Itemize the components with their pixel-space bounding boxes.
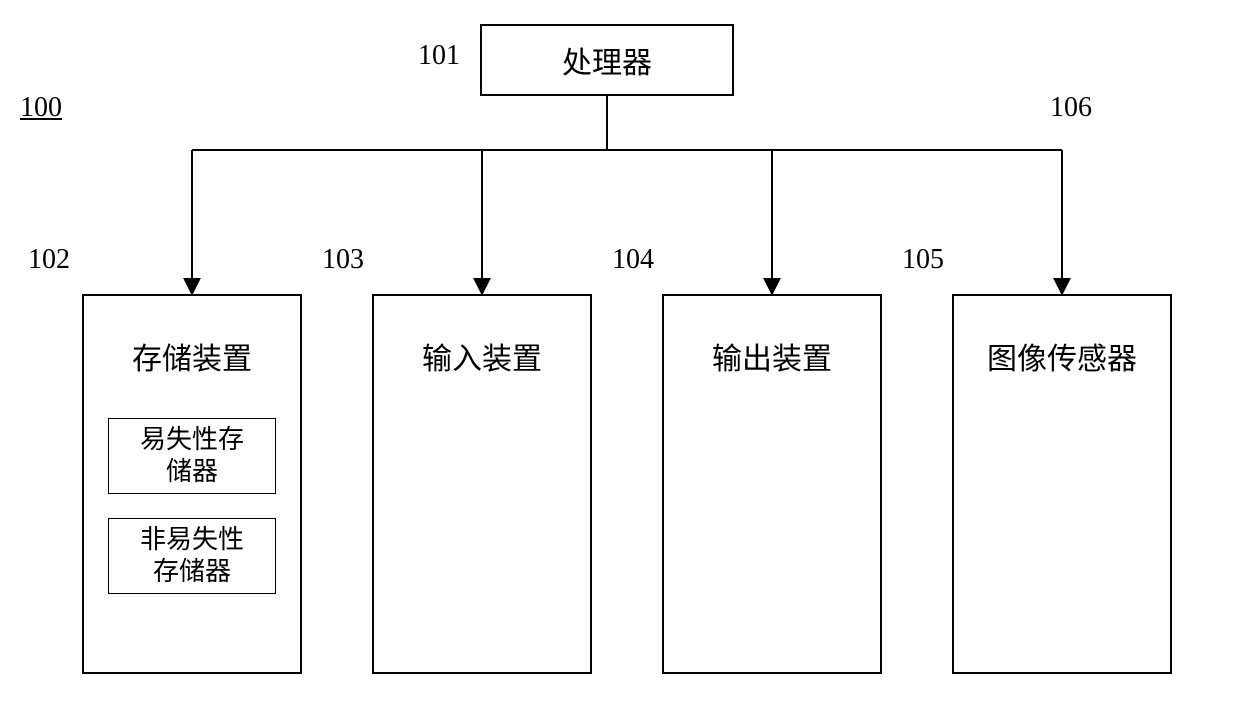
ref-103-label: 103 <box>322 244 364 276</box>
storage-sub-nonvolatile-label: 非易失性 存储器 <box>140 524 244 589</box>
storage-sub-volatile-label: 易失性存 储器 <box>140 424 244 489</box>
output-box: 输出装置 <box>662 294 882 674</box>
storage-sub-nonvolatile-box: 非易失性 存储器 <box>108 518 276 594</box>
ref-101-label: 101 <box>418 40 460 72</box>
figure-number-label: 100 <box>20 92 62 124</box>
processor-label: 处理器 <box>562 38 652 82</box>
sensor-label: 图像传感器 <box>987 334 1137 378</box>
diagram-canvas: { "figure": { "type": "flowchart", "back… <box>0 0 1240 708</box>
input-box: 输入装置 <box>372 294 592 674</box>
ref-106-label: 106 <box>1050 92 1092 124</box>
sensor-box: 图像传感器 <box>952 294 1172 674</box>
input-label: 输入装置 <box>422 334 542 378</box>
ref-102-label: 102 <box>28 244 70 276</box>
ref-105-label: 105 <box>902 244 944 276</box>
output-label: 输出装置 <box>712 334 832 378</box>
processor-box: 处理器 <box>480 24 734 96</box>
storage-label: 存储装置 <box>132 334 252 378</box>
storage-sub-volatile-box: 易失性存 储器 <box>108 418 276 494</box>
ref-104-label: 104 <box>612 244 654 276</box>
